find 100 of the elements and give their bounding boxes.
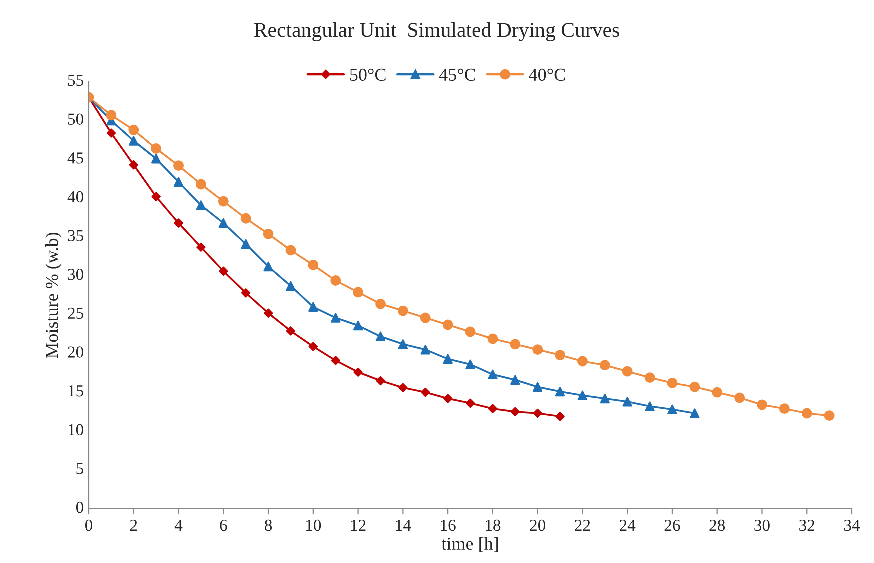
point xyxy=(420,312,431,324)
x-tick-label: 22 xyxy=(575,520,590,531)
point xyxy=(465,326,476,338)
point xyxy=(174,177,184,188)
point xyxy=(196,242,206,252)
point xyxy=(376,332,386,342)
x-tick-label: 2 xyxy=(130,520,138,531)
point xyxy=(264,262,274,272)
point xyxy=(532,382,543,392)
point xyxy=(757,400,768,410)
point xyxy=(824,410,835,422)
x-tick-label: 10 xyxy=(306,520,322,532)
point xyxy=(330,276,342,286)
point xyxy=(398,340,408,350)
point xyxy=(578,390,588,401)
x-axis-title: time [h] xyxy=(442,537,498,552)
y-tick-label: 15 xyxy=(68,386,84,397)
point xyxy=(779,404,790,414)
point xyxy=(667,378,678,388)
x-tick-label: 24 xyxy=(620,520,636,531)
y-tick-label: 0 xyxy=(76,502,84,514)
y-tick-label: 10 xyxy=(68,424,84,436)
point xyxy=(533,408,542,418)
point xyxy=(151,154,162,164)
point xyxy=(734,392,746,404)
point xyxy=(308,342,318,352)
x-tick-label: 28 xyxy=(710,520,726,532)
y-tick-label: 45 xyxy=(68,152,84,164)
x-tick-label: 14 xyxy=(396,520,412,531)
point xyxy=(600,360,610,371)
point xyxy=(151,144,162,154)
point xyxy=(241,239,251,250)
x-tick-label: 18 xyxy=(486,520,501,532)
legend-label: 50°C xyxy=(350,68,386,82)
point xyxy=(555,350,566,360)
chart-title: Rectangular Unit Simulated Drying Curves xyxy=(254,22,620,42)
point xyxy=(442,320,454,330)
legend-label: 45°C xyxy=(439,68,476,82)
point xyxy=(645,402,655,412)
point xyxy=(263,228,274,240)
point xyxy=(106,110,117,121)
point xyxy=(488,404,498,414)
point xyxy=(577,356,588,367)
point xyxy=(286,245,296,256)
point xyxy=(376,298,386,310)
point xyxy=(330,313,341,323)
y-tick-label: 25 xyxy=(68,308,84,320)
y-tick-label: 50 xyxy=(68,114,84,125)
point xyxy=(622,366,633,377)
point xyxy=(466,360,476,370)
x-tick-label: 32 xyxy=(800,520,815,532)
point xyxy=(174,218,184,228)
point xyxy=(556,412,565,422)
point xyxy=(668,404,678,414)
y-axis-title: Moisture % (w.b) xyxy=(46,232,62,358)
x-tick-label: 12 xyxy=(351,520,366,531)
point xyxy=(286,281,296,292)
point xyxy=(488,370,498,380)
point xyxy=(376,376,386,386)
legend-label: 40°C xyxy=(529,68,566,82)
x-tick-label: 20 xyxy=(530,520,546,532)
y-tick-label: 40 xyxy=(68,191,84,203)
y-tick-label: 20 xyxy=(68,346,84,358)
point xyxy=(129,160,139,170)
point xyxy=(353,320,364,331)
point xyxy=(128,124,140,136)
point xyxy=(196,179,206,190)
point xyxy=(129,136,139,146)
y-tick-label: 5 xyxy=(76,463,84,474)
x-tick-label: 0 xyxy=(85,520,93,532)
x-tick-label: 16 xyxy=(441,520,456,532)
point xyxy=(802,408,812,419)
x-tick-label: 30 xyxy=(754,520,770,532)
point xyxy=(510,407,520,417)
point xyxy=(690,408,700,418)
point xyxy=(443,394,453,404)
point xyxy=(510,375,520,385)
point xyxy=(286,326,296,336)
point xyxy=(308,302,318,312)
point xyxy=(420,344,430,355)
x-tick-label: 6 xyxy=(220,520,228,532)
point xyxy=(240,213,252,224)
x-tick-label: 34 xyxy=(844,520,860,532)
point xyxy=(218,196,229,207)
x-tick-label: 8 xyxy=(265,520,272,532)
point xyxy=(152,192,161,202)
point xyxy=(690,382,700,392)
point xyxy=(712,387,723,398)
point xyxy=(331,356,340,366)
point xyxy=(353,287,364,298)
y-tick-label: 55 xyxy=(68,75,84,86)
point xyxy=(106,128,116,138)
point xyxy=(644,372,656,384)
point xyxy=(398,306,408,316)
point xyxy=(555,386,566,397)
point xyxy=(622,397,632,407)
point xyxy=(510,339,521,350)
x-tick-label: 4 xyxy=(174,520,183,531)
x-tick-label: 26 xyxy=(664,520,680,532)
point xyxy=(196,200,206,210)
